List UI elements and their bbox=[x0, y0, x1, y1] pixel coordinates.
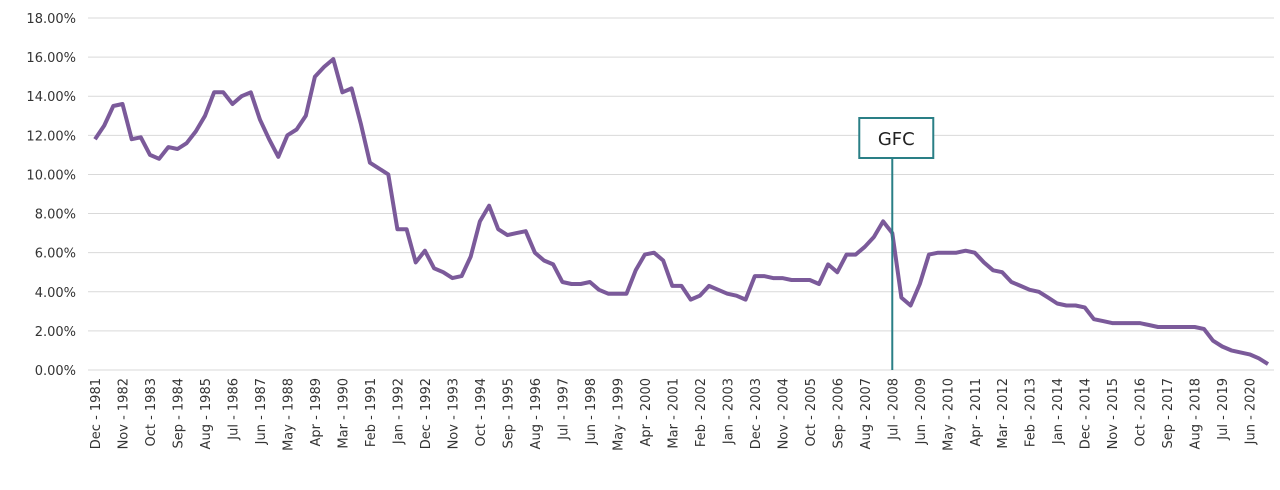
x-tick-label: Nov - 1993 bbox=[446, 378, 461, 449]
x-tick-label: Dec - 2003 bbox=[749, 378, 764, 449]
y-tick-label: 14.00% bbox=[26, 90, 76, 105]
x-tick-label: Feb - 2013 bbox=[1024, 378, 1039, 447]
y-tick-label: 4.00% bbox=[35, 286, 76, 301]
x-tick-label: Jan - 1992 bbox=[391, 378, 406, 445]
line-series bbox=[93, 57, 1270, 366]
y-tick-label: 18.00% bbox=[26, 12, 76, 27]
x-tick-label: Sep - 2006 bbox=[831, 378, 846, 449]
y-tick-label: 16.00% bbox=[26, 51, 76, 66]
x-tick-label: Nov - 2004 bbox=[776, 378, 791, 449]
x-tick-label: Nov - 1982 bbox=[116, 378, 131, 449]
x-tick-label: Dec - 2014 bbox=[1079, 378, 1094, 449]
x-tick-label: Oct - 2016 bbox=[1134, 378, 1149, 447]
x-tick-label: Feb - 2002 bbox=[694, 378, 709, 447]
x-tick-label: Sep - 1995 bbox=[501, 378, 516, 449]
x-tick-label: Jul - 1997 bbox=[556, 378, 571, 441]
x-tick-label: Aug - 2007 bbox=[859, 378, 874, 449]
x-tick-label: Dec - 1992 bbox=[419, 378, 434, 449]
x-tick-label: Jul - 1986 bbox=[226, 378, 241, 441]
x-tick-label: Mar - 2012 bbox=[996, 378, 1011, 449]
x-tick-label: May - 1999 bbox=[611, 378, 626, 451]
x-tick-label: Aug - 2018 bbox=[1189, 378, 1204, 449]
x-tick-label: Apr - 2011 bbox=[969, 378, 984, 447]
x-tick-label: Apr - 2000 bbox=[639, 378, 654, 447]
x-tick-label: Jun - 2009 bbox=[914, 378, 929, 445]
x-tick-label: Jan - 2003 bbox=[721, 378, 736, 445]
y-tick-label: 12.00% bbox=[26, 129, 76, 144]
annotation-box bbox=[858, 117, 935, 159]
x-tick-label: Nov - 2015 bbox=[1106, 378, 1121, 449]
x-tick-label: Sep - 1984 bbox=[171, 378, 186, 449]
y-tick-label: 6.00% bbox=[35, 247, 76, 262]
x-tick-label: Oct - 1994 bbox=[474, 378, 489, 447]
x-tick-label: Feb - 1991 bbox=[364, 378, 379, 447]
y-tick-label: 10.00% bbox=[26, 168, 76, 183]
x-tick-label: Apr - 1989 bbox=[309, 378, 324, 447]
x-tick-label: Aug - 1996 bbox=[529, 378, 544, 449]
x-tick-label: Aug - 1985 bbox=[199, 378, 214, 449]
x-tick-label: Jun - 2020 bbox=[1244, 378, 1259, 445]
x-tick-label: May - 1988 bbox=[281, 378, 296, 451]
x-tick-label: Mar - 1990 bbox=[336, 378, 351, 449]
x-tick-label: Jul - 2008 bbox=[886, 378, 901, 441]
x-tick-label: Jun - 1998 bbox=[584, 378, 599, 445]
x-tick-label: Mar - 2001 bbox=[666, 378, 681, 449]
y-tick-label: 8.00% bbox=[35, 208, 76, 223]
x-tick-label: Dec - 1981 bbox=[89, 378, 104, 449]
x-tick-label: Oct - 1983 bbox=[144, 378, 159, 447]
x-tick-label: Oct - 2005 bbox=[804, 378, 819, 447]
y-tick-label: 0.00% bbox=[35, 364, 76, 379]
x-tick-label: Jul - 2019 bbox=[1216, 378, 1231, 441]
y-tick-label: 2.00% bbox=[35, 325, 76, 340]
annotation-text: GFC bbox=[878, 129, 915, 150]
x-tick-label: Jan - 2014 bbox=[1051, 378, 1066, 445]
x-tick-label: May - 2010 bbox=[941, 378, 956, 451]
x-tick-label: Jun - 1987 bbox=[254, 378, 269, 445]
x-tick-label: Sep - 2017 bbox=[1161, 378, 1176, 449]
